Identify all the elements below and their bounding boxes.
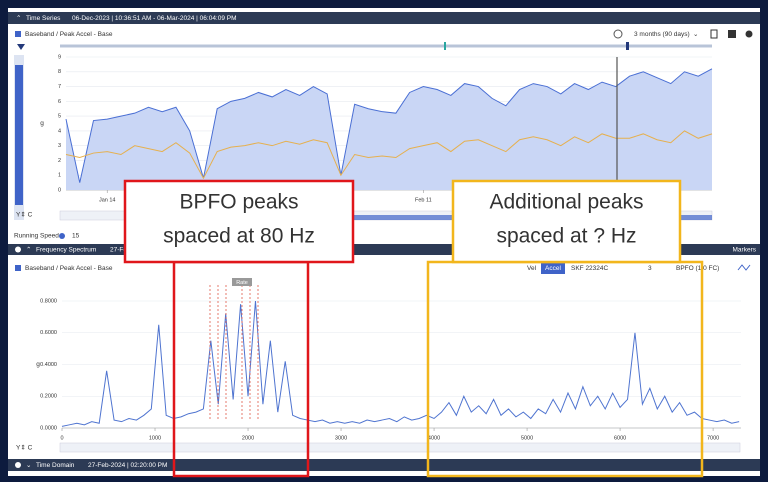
callout-box	[451, 179, 682, 264]
section-bar	[8, 12, 760, 24]
markers-button[interactable]: Markers	[733, 247, 757, 254]
callout-text: Additional peaks	[489, 191, 643, 214]
section-title: Frequency Spectrum	[36, 247, 96, 254]
waveform-icon[interactable]	[737, 264, 751, 271]
expand-icon[interactable]: ⌄	[26, 462, 31, 469]
x-tick-label: 6000	[614, 435, 626, 441]
slider-handle[interactable]	[626, 42, 629, 50]
section-bar	[8, 244, 760, 255]
legend-swatch	[15, 265, 21, 271]
line	[65, 130, 713, 180]
slider-marker[interactable]	[444, 42, 446, 50]
area	[66, 68, 712, 190]
y-axis-label: g	[40, 120, 44, 127]
callout-text: BPFO peaks	[179, 191, 298, 214]
y-tick-label: 5	[58, 114, 61, 120]
collapse-icon[interactable]: ⌃	[16, 14, 21, 22]
x-tick-label: Jan 14	[99, 197, 116, 203]
info-icon[interactable]	[59, 233, 65, 239]
annotations: BPFO peaks spaced at 80 Hz Additional peak…	[123, 179, 704, 478]
date-range: 06-Dec-2023 | 10:36:51 AM - 06-Mar-2024 …	[72, 15, 237, 22]
y-tick-label: 0.8000	[40, 298, 57, 304]
delete-icon[interactable]	[710, 29, 718, 39]
marker-label: Rate	[236, 280, 248, 286]
x-tick-label: 0	[60, 435, 63, 441]
filter-icon[interactable]	[17, 44, 25, 50]
x-tick-label: 4000	[428, 435, 440, 441]
fault-markers	[209, 285, 259, 420]
callout-text: spaced at ? Hz	[496, 225, 636, 248]
section-bar	[8, 459, 760, 471]
period-select[interactable]: 3 months (90 days)	[634, 31, 690, 38]
chart-title: Baseband / Peak Accel - Base	[25, 265, 113, 272]
gear-icon[interactable]	[745, 30, 753, 38]
fault-select[interactable]: BPFO (1.0 FC)	[676, 265, 719, 272]
x-tick-label: 3000	[335, 435, 347, 441]
bearing-select[interactable]: SKF 22324C	[571, 265, 609, 272]
y-tick-label: 9	[58, 54, 61, 60]
chart-title: Baseband / Peak Accel - Base	[25, 31, 113, 38]
settings-icon[interactable]	[613, 29, 623, 39]
toggle-icon[interactable]	[15, 462, 21, 468]
x-tick-label: Feb 11	[415, 197, 432, 203]
y-tick-label: 0.4000	[40, 362, 57, 368]
x-tick-label: 2000	[242, 435, 254, 441]
section-title: Time Domain	[36, 462, 75, 469]
overview-slider[interactable]	[59, 442, 741, 453]
running-speed-value: 15	[72, 233, 80, 240]
y-tick-label: 6	[58, 99, 61, 105]
accel-button-bg[interactable]	[541, 263, 565, 274]
y-tick-label: 0	[58, 187, 61, 193]
y-tick-label: 3	[58, 143, 61, 149]
chart-icon[interactable]	[728, 30, 736, 38]
marker-label-bg	[232, 278, 252, 286]
running-speed-label: Running Speed	[14, 233, 59, 240]
dropdown-chevron[interactable]: ⌄	[693, 31, 698, 38]
callout-text: spaced at 80 Hz	[163, 225, 315, 248]
y-tick-label: 0.6000	[40, 330, 57, 336]
y-tick-label: 0.2000	[40, 394, 57, 400]
y-tick-label: 8	[58, 69, 61, 75]
zoom-icons[interactable]: Y⇕ C	[16, 444, 33, 452]
legend-swatch	[15, 31, 21, 37]
collapse-icon[interactable]: ⌃	[26, 246, 31, 254]
y-axis-label: g	[36, 361, 40, 368]
zoom-icons[interactable]: Y⇕ C	[16, 211, 33, 219]
y-tick-label: 7	[58, 84, 61, 90]
scroll-thumb[interactable]	[15, 65, 23, 205]
y-tick-label: 1	[58, 173, 61, 179]
x-tick-label: 5000	[521, 435, 533, 441]
y-tick-label: 2	[58, 158, 61, 164]
time-domain-date: 27-Feb-2024 | 02:20:00 PM	[88, 462, 167, 469]
callout-box	[123, 179, 355, 264]
vel-button[interactable]: Vel	[527, 265, 537, 272]
x-tick-label: 1000	[149, 435, 161, 441]
x-tick-label: 7000	[707, 435, 719, 441]
toggle-icon[interactable]	[15, 246, 21, 253]
accel-button[interactable]: Accel	[545, 265, 561, 272]
harmonics-select[interactable]: 3	[648, 265, 652, 272]
line	[65, 68, 713, 183]
section-title: Time Series	[26, 15, 61, 22]
y-tick-label: 4	[58, 128, 61, 134]
y-tick-label: 0.0000	[40, 425, 57, 431]
